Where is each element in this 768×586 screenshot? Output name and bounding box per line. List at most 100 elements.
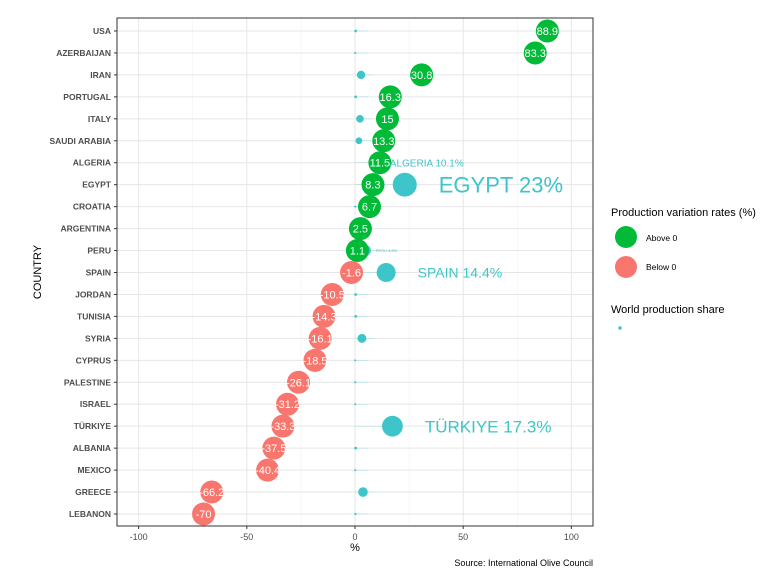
y-tick-label-mexico: MEXICO <box>77 465 111 475</box>
share-label: SPAIN 14.4% <box>418 265 503 281</box>
variation-label: 16.3 <box>380 92 401 104</box>
variation-point <box>312 304 336 328</box>
variation-point <box>256 458 280 482</box>
variation-point <box>361 173 385 197</box>
share-point <box>354 469 357 472</box>
share-point <box>354 446 358 450</box>
share-point <box>382 415 403 437</box>
legend-above-key <box>615 226 637 248</box>
variation-label: 13.3 <box>373 136 394 148</box>
variation-label: 83.3 <box>525 48 546 60</box>
share-point <box>354 51 357 54</box>
share-point <box>354 315 358 318</box>
variation-point <box>348 217 372 241</box>
variation-point <box>275 392 299 416</box>
y-tick-label-saudi-arabia: SAUDI ARABIA <box>49 136 111 146</box>
variation-label: 15 <box>381 114 393 126</box>
variation-point <box>535 19 559 43</box>
share-label: EGYPT 23% <box>439 173 563 198</box>
y-tick-label-palestine: PALESTINE <box>64 377 111 387</box>
y-tick-label-jordan: JORDAN <box>75 289 111 299</box>
variation-point <box>372 129 396 153</box>
share-point <box>354 359 357 362</box>
variation-label: 8.3 <box>365 180 380 192</box>
share-point <box>358 487 368 497</box>
share-point <box>354 95 358 99</box>
variation-point <box>287 370 311 394</box>
variation-label: -40.4 <box>255 465 280 477</box>
legend-below-key <box>615 256 637 278</box>
variation-point <box>375 107 399 131</box>
legend-below-label: Below 0 <box>646 262 677 272</box>
y-tick-label-croatia: CROATIA <box>73 202 111 212</box>
variation-point <box>271 414 295 438</box>
share-point <box>354 29 358 33</box>
y-tick-label-spain: SPAIN <box>86 268 111 278</box>
variation-label: -16.1 <box>308 333 333 345</box>
x-tick-label: 100 <box>564 532 579 542</box>
variation-point <box>368 151 392 175</box>
y-tick-label-argentina: ARGENTINA <box>60 224 111 234</box>
share-point <box>354 205 357 208</box>
share-point <box>376 263 396 282</box>
share-point <box>354 403 357 406</box>
share-point <box>356 115 364 123</box>
variation-point <box>192 502 216 526</box>
variation-point <box>357 195 381 219</box>
y-tick-label-syria: SYRIA <box>85 333 111 343</box>
share-label: PERU 4.8% <box>376 248 398 253</box>
x-tick-label: 50 <box>458 532 468 542</box>
y-tick-label-türkiye: TÜRKIYE <box>74 421 112 431</box>
share-point <box>355 137 363 145</box>
y-tick-label-cyprus: CYPRUS <box>76 355 112 365</box>
y-tick-label-iran: IRAN <box>90 70 111 80</box>
share-point <box>354 293 358 296</box>
variation-label: 30.8 <box>411 70 432 82</box>
variation-label: -1.6 <box>342 268 361 280</box>
y-tick-label-usa: USA <box>93 26 111 36</box>
x-tick-label: 0 <box>352 532 357 542</box>
legend-above-label: Above 0 <box>646 233 677 243</box>
variation-point <box>523 41 547 65</box>
variation-point <box>340 261 364 284</box>
share-point <box>357 333 367 343</box>
variation-label: 11.5 <box>370 158 391 170</box>
variation-label: 88.9 <box>537 26 558 38</box>
y-tick-label-italy: ITALY <box>88 114 111 124</box>
variation-label: 2.5 <box>353 224 368 236</box>
variation-label: -26.1 <box>286 377 311 389</box>
variation-point <box>308 326 332 350</box>
legend-variation-title: Production variation rates (%) <box>611 207 756 219</box>
y-tick-label-albania: ALBANIA <box>73 443 111 453</box>
variation-label: -14.3 <box>312 311 337 323</box>
variation-label: -18.5 <box>302 355 327 367</box>
y-tick-label-azerbaijan: AZERBAIJAN <box>56 48 111 58</box>
variation-point <box>320 282 344 306</box>
variation-label: -66.2 <box>199 487 224 499</box>
share-label: ALGERIA 10.1% <box>390 158 464 169</box>
variation-label: -31.2 <box>275 399 300 411</box>
y-tick-label-lebanon: LEBANON <box>69 509 111 519</box>
y-tick-label-portugal: PORTUGAL <box>63 92 111 102</box>
variation-point <box>303 348 327 372</box>
variation-point <box>345 239 369 263</box>
y-tick-label-egypt: EGYPT <box>82 180 112 190</box>
variation-point <box>262 436 286 460</box>
variation-point <box>410 63 434 87</box>
variation-point <box>200 480 224 504</box>
y-tick-label-greece: GREECE <box>75 487 111 497</box>
x-axis-title: % <box>350 542 360 554</box>
x-tick-label: -100 <box>130 532 148 542</box>
share-label: TÜRKIYE 17.3% <box>425 417 552 436</box>
variation-label: -70 <box>196 509 212 521</box>
legend-share-title: World production share <box>611 304 725 316</box>
share-point <box>392 172 417 197</box>
share-point <box>354 512 357 516</box>
y-tick-label-algeria: ALGERIA <box>73 158 111 168</box>
variation-label: 1.1 <box>350 246 365 258</box>
legend-share-key <box>618 326 622 330</box>
y-tick-label-tunisia: TUNISIA <box>77 311 111 321</box>
variation-label: -10.5 <box>320 289 345 301</box>
y-axis-title: COUNTRY <box>32 244 44 299</box>
